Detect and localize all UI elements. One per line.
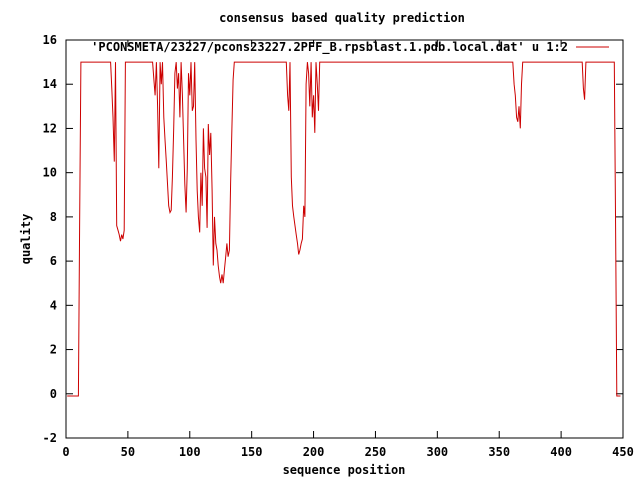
y-tick-label: 6 bbox=[50, 254, 57, 268]
x-tick-label: 50 bbox=[121, 445, 135, 459]
y-tick-label: 2 bbox=[50, 343, 57, 357]
x-tick-label: 300 bbox=[426, 445, 448, 459]
x-tick-label: 0 bbox=[62, 445, 69, 459]
y-axis-label: quality bbox=[19, 214, 33, 265]
x-axis-label: sequence position bbox=[283, 463, 406, 477]
y-tick-label: 4 bbox=[50, 298, 57, 312]
y-tick-label: -2 bbox=[43, 431, 57, 445]
series-layer bbox=[67, 61, 621, 397]
y-tick-label: 8 bbox=[50, 210, 57, 224]
legend-entry-label: 'PCONSMETA/23227/pcons23227.2PFF_B.rpsbl… bbox=[91, 40, 568, 55]
legend: 'PCONSMETA/23227/pcons23227.2PFF_B.rpsbl… bbox=[91, 40, 609, 55]
x-tick-label: 250 bbox=[365, 445, 387, 459]
x-tick-label: 350 bbox=[488, 445, 510, 459]
y-tick-label: 0 bbox=[50, 387, 57, 401]
chart-title: consensus based quality prediction bbox=[219, 11, 465, 25]
x-tick-label: 100 bbox=[179, 445, 201, 459]
y-axis-ticks: -2 0 2 4 6 8 10 12 14 16 bbox=[43, 33, 623, 445]
x-axis-ticks: 0 50 100 150 200 250 300 350 400 450 bbox=[62, 40, 634, 459]
y-tick-label: 12 bbox=[43, 121, 57, 135]
y-tick-label: 14 bbox=[43, 77, 57, 91]
series-line-0 bbox=[67, 61, 621, 397]
x-tick-label: 400 bbox=[550, 445, 572, 459]
y-tick-label: 16 bbox=[43, 33, 57, 47]
x-tick-label: 150 bbox=[241, 445, 263, 459]
x-tick-label: 450 bbox=[612, 445, 634, 459]
x-tick-label: 200 bbox=[303, 445, 325, 459]
y-tick-label: 10 bbox=[43, 166, 57, 180]
plot-frame bbox=[65, 39, 624, 439]
